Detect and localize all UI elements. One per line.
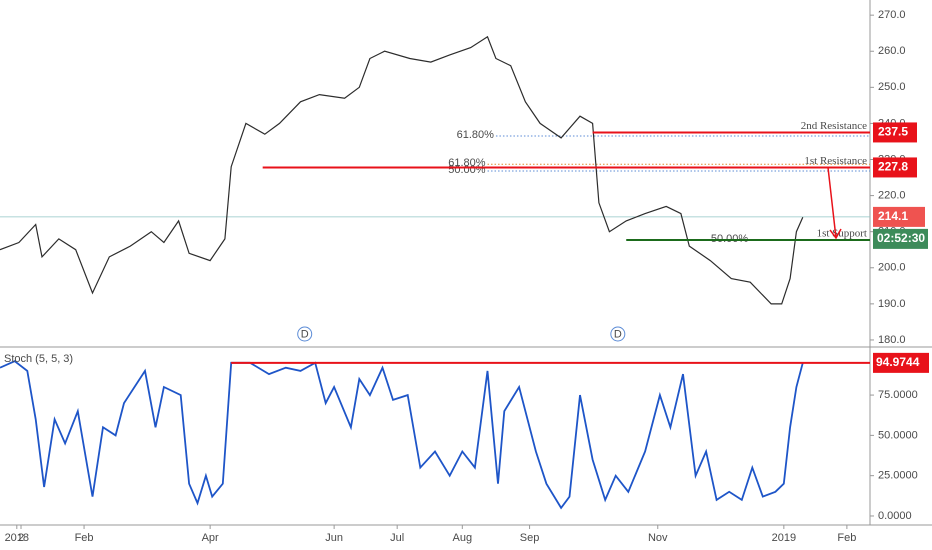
level-label: 1st Resistance xyxy=(804,155,867,167)
y-tick-label: 0.0000 xyxy=(878,510,912,522)
x-tick-label: Aug xyxy=(453,532,473,544)
projection-arrow xyxy=(827,167,842,240)
dividend-marker xyxy=(610,326,626,342)
fib-label: 50.00% xyxy=(711,233,749,245)
last-price-tag xyxy=(873,206,925,227)
timer-tag xyxy=(873,228,928,249)
timer-label: 02:52:30 xyxy=(877,231,925,245)
y-tick-label: 250.0 xyxy=(878,81,906,93)
series-line xyxy=(0,360,804,510)
level-label: 2nd Resistance xyxy=(801,120,867,132)
dividend-label: D xyxy=(614,328,622,340)
x-tick-label: Feb xyxy=(75,532,94,544)
series-line xyxy=(0,35,804,305)
y-tick-label: 25.0000 xyxy=(878,470,918,482)
level-tag-label: 227.8 xyxy=(878,160,908,174)
y-tick-label: 270.0 xyxy=(878,9,906,21)
y-tick-label: 260.0 xyxy=(878,45,906,57)
level-label: 1st Support xyxy=(817,228,867,240)
level-tag-label: 237.5 xyxy=(878,125,908,139)
level-tag-label: 94.9744 xyxy=(876,355,920,369)
fib-label: 50.00% xyxy=(448,164,486,176)
last-price-label: 214.1 xyxy=(878,209,908,223)
x-tick-label: Jul xyxy=(390,532,404,544)
level-tag xyxy=(873,157,917,178)
y-tick-label: 220.0 xyxy=(878,190,906,202)
x-tick-label: Sep xyxy=(520,532,540,544)
y-tick-label: 50.0000 xyxy=(878,429,918,441)
fib-label: 61.80% xyxy=(448,157,486,169)
y-tick-label: 190.0 xyxy=(878,298,906,310)
x-tick-label: 2 xyxy=(18,532,24,544)
fib-label: 61.80% xyxy=(457,129,495,141)
dividend-marker xyxy=(297,326,313,342)
y-tick-label: 200.0 xyxy=(878,262,906,274)
x-tick-label: 2019 xyxy=(772,532,796,544)
indicator-title: Stoch (5, 5, 3) xyxy=(4,353,73,365)
x-tick-label: Jun xyxy=(325,532,343,544)
x-tick-label: Feb xyxy=(837,532,856,544)
dividend-label: D xyxy=(301,328,309,340)
x-tick-label: Apr xyxy=(202,532,219,544)
y-tick-label: 75.0000 xyxy=(878,389,918,401)
level-tag xyxy=(873,352,929,373)
level-tag xyxy=(873,122,917,143)
y-tick-label: 180.0 xyxy=(878,334,906,346)
x-tick-label: Nov xyxy=(648,532,668,544)
x-tick-label: 2018 xyxy=(5,532,29,544)
